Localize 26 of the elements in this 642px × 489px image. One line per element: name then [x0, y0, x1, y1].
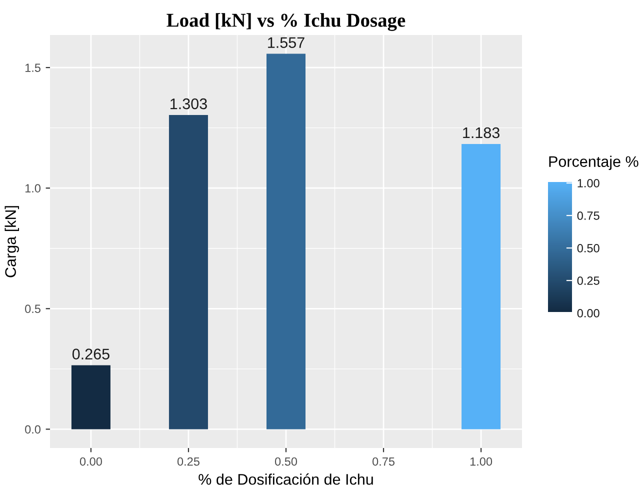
color-bar-title: Porcentaje % [549, 156, 638, 170]
y-tick-label: 1.5 [25, 64, 40, 72]
x-tick-label: 0.50 [274, 457, 298, 466]
x-tick-label: 0.00 [80, 457, 102, 466]
bar [71, 365, 110, 430]
x-axis-title: % de Dosificación de Ichu [198, 473, 373, 485]
color-bar-label: 1.00 [578, 179, 600, 188]
x-tick-label: 0.75 [372, 457, 395, 466]
data-label: 1.557 [268, 37, 304, 48]
color-bar-label: 0.00 [577, 309, 600, 318]
x-tick-label: 0.25 [177, 457, 200, 466]
bar [462, 144, 501, 430]
x-tick-label: 1.00 [470, 457, 492, 466]
bar [266, 54, 306, 430]
data-label: 0.265 [72, 348, 110, 360]
bar [168, 115, 208, 430]
y-tick-label: 1.0 [25, 184, 41, 192]
color-bar-label: 0.25 [577, 276, 600, 285]
y-axis-title: Carga [kN] [4, 206, 20, 278]
y-tick-label: 0.5 [25, 304, 40, 314]
data-label: 1.303 [170, 98, 207, 110]
data-label: 1.183 [463, 127, 500, 138]
chart-title: Load [kN] vs % Ichu Dosage [166, 13, 406, 31]
color-bar-label: 0.75 [577, 212, 600, 220]
color-bar-label: 0.50 [577, 244, 600, 252]
y-tick-label: 0.0 [25, 425, 41, 434]
